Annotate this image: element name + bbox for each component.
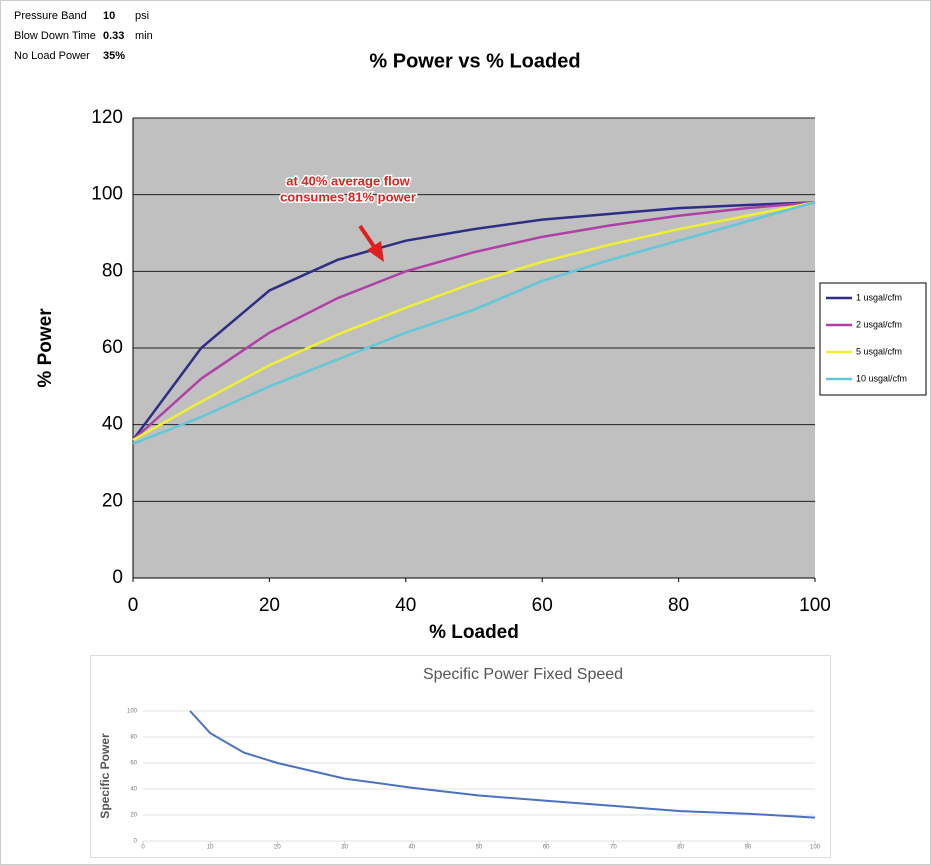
legend-label: 2 usgal/cfm [856, 319, 902, 329]
x-tick-label: 20 [259, 595, 280, 616]
y-tick-label: 100 [91, 184, 123, 205]
x-tick-label: 30 [341, 845, 348, 851]
chart-title: Specific Power Fixed Speed [423, 666, 623, 683]
x-tick-label: 80 [677, 845, 684, 851]
y-tick-label: 40 [102, 414, 123, 435]
x-tick-label: 70 [610, 845, 617, 851]
param-value: 0.33 [103, 30, 124, 42]
param-label: Blow Down Time [14, 30, 96, 42]
x-tick-label: 0 [141, 845, 145, 851]
plot-area [143, 711, 815, 841]
series-line [131, 201, 816, 441]
annotation: consumes 81% power [280, 189, 416, 204]
x-tick-label: 80 [668, 595, 689, 616]
x-tick-label: 100 [810, 845, 821, 851]
y-tick-label: 80 [130, 735, 137, 741]
x-tick-label: 20 [274, 845, 281, 851]
param-label: No Load Power [14, 50, 90, 62]
y-axis-label: Specific Power [98, 733, 112, 819]
series-line [132, 201, 816, 442]
legend-box [819, 282, 927, 396]
x-tick-label: 60 [532, 595, 553, 616]
annotation: at 40% average flow [286, 173, 410, 188]
x-tick-label: 100 [799, 595, 831, 616]
y-tick-label: 60 [130, 761, 137, 767]
param-value: 35% [103, 50, 125, 62]
series-line [132, 201, 816, 445]
y-tick-label: 0 [112, 567, 123, 588]
y-tick-label: 60 [102, 337, 123, 358]
x-tick-label: 0 [128, 595, 139, 616]
x-tick-label: 90 [744, 845, 751, 851]
param-unit: min [135, 30, 153, 42]
x-tick-label: 10 [207, 845, 214, 851]
y-tick-label: 80 [102, 260, 123, 281]
y-tick-label: 20 [130, 813, 137, 819]
x-tick-label: 40 [408, 845, 415, 851]
x-tick-label: 50 [476, 845, 483, 851]
chart-title: % Power vs % Loaded [369, 50, 580, 72]
param-unit: psi [135, 10, 149, 22]
legend-label: 5 usgal/cfm [856, 346, 902, 356]
y-tick-label: 0 [134, 839, 138, 845]
x-axis-label: % Loaded [429, 622, 519, 643]
annotation-arrowhead [367, 241, 384, 262]
y-tick-label: 100 [127, 709, 138, 715]
y-tick-label: 40 [130, 787, 137, 793]
x-tick-label: 60 [543, 845, 550, 851]
x-tick-label: 40 [395, 595, 416, 616]
legend-label: 10 usgal/cfm [856, 373, 907, 383]
series-line [189, 710, 816, 819]
legend-label: 1 usgal/cfm [856, 292, 902, 302]
param-label: Pressure Band [14, 10, 87, 22]
series-line [132, 201, 816, 441]
y-axis-label: % Power [35, 308, 56, 388]
y-tick-label: 20 [102, 490, 123, 511]
annotation-arrow [358, 224, 377, 250]
y-tick-label: 120 [91, 107, 123, 128]
param-value: 10 [103, 10, 115, 22]
